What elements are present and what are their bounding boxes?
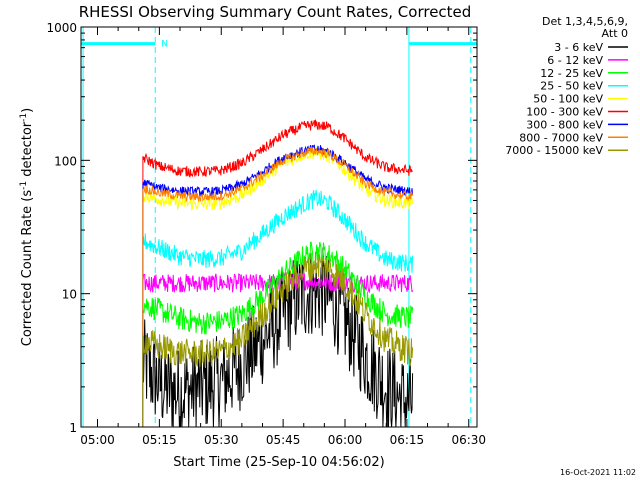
x-tick-label-4: 06:00 xyxy=(328,433,363,447)
plot-frame xyxy=(80,26,478,428)
legend-label-6: 300 - 800 keV xyxy=(526,118,603,131)
series-line-7 xyxy=(142,146,414,427)
x-tick-label-2: 05:30 xyxy=(204,433,239,447)
timestamp: 16-Oct-2021 11:02 xyxy=(560,468,636,477)
series-line-0 xyxy=(142,247,414,427)
y-axis-label-mid: detector xyxy=(20,121,35,181)
x-tick-label-0: 05:00 xyxy=(80,433,115,447)
y-axis-label-sup2: -1 xyxy=(19,113,29,122)
y-axis-label-end: ) xyxy=(20,108,35,113)
plot-area: N xyxy=(81,27,477,427)
y-tick-label-3: 1000 xyxy=(46,21,77,35)
attenuator-label: N xyxy=(161,40,168,50)
legend-header-line1: Det 1,3,4,5,6,9, xyxy=(542,15,628,28)
y-tick-label-0: 1 xyxy=(69,421,77,435)
chart-title: RHESSI Observing Summary Count Rates, Co… xyxy=(79,3,472,21)
series-line-5 xyxy=(142,119,413,427)
y-axis-label: Corrected Count Rate (s-1 detector-1) xyxy=(19,108,35,346)
x-tick-label-5: 06:15 xyxy=(390,433,425,447)
x-axis-label: Start Time (25-Sep-10 04:56:02) xyxy=(173,455,384,470)
y-axis: 1 10 100 1000 xyxy=(46,21,477,435)
legend-label-8: 7000 - 15000 keV xyxy=(505,144,603,157)
y-tick-label-2: 100 xyxy=(54,154,77,168)
legend-label-5: 100 - 300 keV xyxy=(526,106,603,119)
x-axis: 05:00 05:15 05:30 05:45 06:00 06:15 06:30 xyxy=(80,27,486,447)
series-line-8 xyxy=(142,251,414,427)
legend-label-7: 800 - 7000 keV xyxy=(519,131,603,144)
x-tick-label-6: 06:30 xyxy=(451,433,486,447)
x-tick-label-1: 05:15 xyxy=(142,433,177,447)
legend-label-0: 3 - 6 keV xyxy=(554,41,603,54)
y-axis-label-sup1: -1 xyxy=(19,181,29,190)
series-line-6 xyxy=(142,144,414,427)
legend-label-1: 6 - 12 keV xyxy=(547,54,603,67)
x-tick-label-3: 05:45 xyxy=(266,433,301,447)
series-line-2 xyxy=(142,241,414,427)
legend-header-line2: Att 0 xyxy=(602,27,628,40)
y-tick-label-1: 10 xyxy=(62,288,77,302)
legend-label-2: 12 - 25 keV xyxy=(540,67,603,80)
legend-label-4: 50 - 100 keV xyxy=(533,93,603,106)
legend-label-3: 25 - 50 keV xyxy=(540,80,603,93)
y-axis-label-main: Corrected Count Rate (s xyxy=(20,190,35,347)
series-line-3 xyxy=(142,189,414,427)
